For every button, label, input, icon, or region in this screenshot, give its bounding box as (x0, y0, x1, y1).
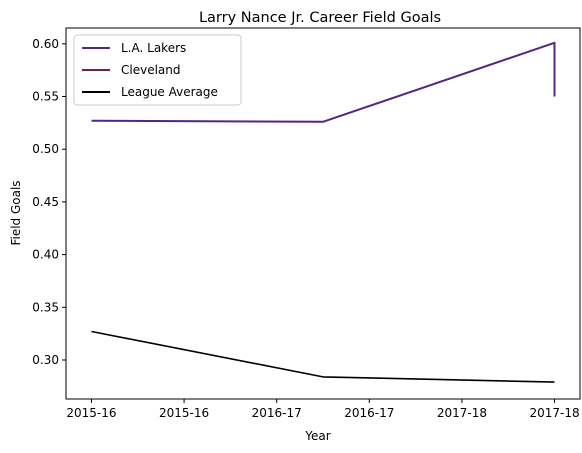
x-tick-label: 2017-18 (437, 406, 487, 420)
chart-title: Larry Nance Jr. Career Field Goals (199, 10, 441, 26)
legend-box (73, 34, 242, 106)
legend-label-l-a-lakers: L.A. Lakers (121, 41, 186, 55)
plot-lines (91, 41, 556, 383)
y-axis: 0.30 0.35 0.40 0.45 0.50 0.55 0.60 (32, 37, 66, 367)
y-tick-label: 0.60 (32, 37, 59, 51)
y-tick-label: 0.45 (32, 195, 59, 209)
y-tick-label: 0.55 (32, 90, 59, 104)
x-tick-label: 2015-16 (159, 406, 209, 420)
series-line-league-average (91, 330, 555, 383)
plot-frame (65, 27, 581, 400)
legend: L.A. Lakers Cleveland League Average (73, 34, 242, 106)
y-tick-label: 0.40 (32, 248, 59, 262)
y-tick-label: 0.35 (32, 300, 59, 314)
legend-label-league-average: League Average (121, 85, 218, 99)
x-axis: 2015-16 2015-16 2016-17 2016-17 2017-18 2017-… (66, 399, 580, 420)
x-tick-label: 2017-18 (529, 406, 579, 420)
x-tick-label: 2016-17 (252, 406, 302, 420)
series-line-l-a-lakers (91, 41, 556, 123)
legend-label-cleveland: Cleveland (121, 63, 181, 77)
y-tick-label: 0.50 (32, 142, 59, 156)
y-tick-label: 0.30 (32, 353, 59, 367)
x-tick-label: 2015-16 (66, 406, 116, 420)
x-tick-label: 2016-17 (344, 406, 394, 420)
x-axis-label: Year (304, 429, 330, 443)
y-axis-label: Field Goals (9, 180, 23, 245)
